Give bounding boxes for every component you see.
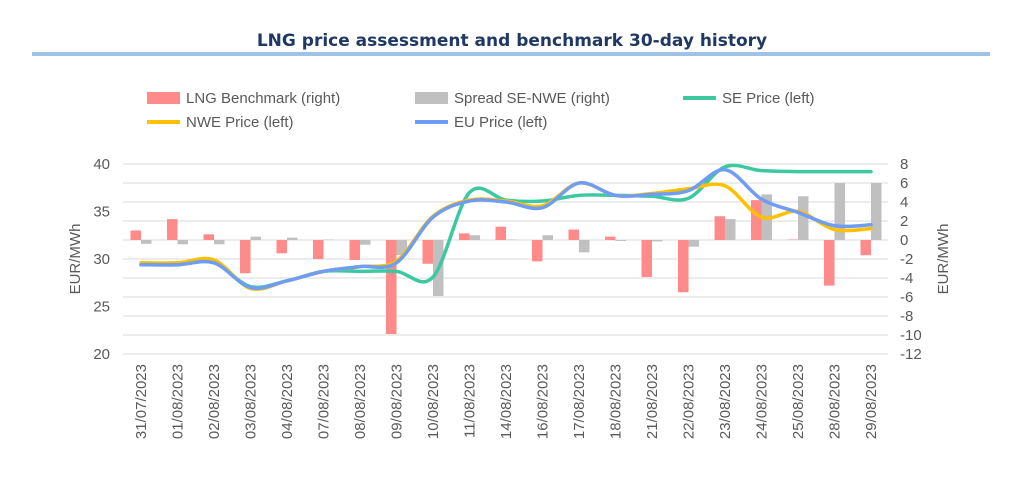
spread-bar bbox=[652, 240, 663, 242]
x-axis-ticks: 31/07/2023 01/08/2023 02/08/2023 03/08/2023… bbox=[133, 364, 880, 439]
benchmark-bar bbox=[751, 200, 762, 240]
benchmark-bar bbox=[313, 240, 324, 259]
x-tick-label: 31/07/2023 bbox=[133, 364, 150, 439]
right-tick-label: 2 bbox=[900, 213, 908, 230]
left-tick-label: 35 bbox=[93, 204, 110, 221]
benchmark-bar bbox=[605, 236, 616, 240]
x-tick-label: 04/08/2023 bbox=[279, 364, 296, 439]
spread-bar bbox=[615, 240, 626, 241]
spread-bar bbox=[725, 219, 736, 240]
benchmark-bar bbox=[386, 240, 397, 335]
spread-bar bbox=[579, 240, 590, 253]
x-tick-label: 28/08/2023 bbox=[827, 364, 844, 439]
benchmark-bar bbox=[641, 240, 652, 278]
x-tick-label: 11/08/2023 bbox=[462, 364, 479, 438]
spread-bar bbox=[798, 196, 809, 240]
title-rule bbox=[32, 52, 990, 56]
x-tick-label: 24/08/2023 bbox=[754, 364, 771, 439]
spread-bar bbox=[250, 236, 261, 240]
benchmark-bar bbox=[568, 229, 579, 240]
left-tick-label: 25 bbox=[93, 299, 110, 316]
right-tick-label: 0 bbox=[900, 232, 908, 249]
left-tick-label: 20 bbox=[93, 346, 110, 363]
benchmark-bar bbox=[495, 226, 506, 240]
x-tick-label: 14/08/2023 bbox=[498, 364, 515, 439]
x-tick-label: 03/08/2023 bbox=[243, 364, 260, 439]
right-tick-label: -8 bbox=[900, 308, 913, 325]
legend-label: Spread SE-NWE (right) bbox=[454, 90, 610, 107]
spread-bar bbox=[542, 235, 553, 240]
x-tick-label: 29/08/2023 bbox=[863, 364, 880, 439]
legend-swatch bbox=[147, 92, 180, 104]
left-tick-label: 30 bbox=[93, 251, 110, 268]
right-axis-label: EUR/MWh bbox=[935, 224, 952, 295]
x-tick-label: 18/08/2023 bbox=[608, 364, 625, 439]
right-tick-label: 4 bbox=[900, 194, 908, 211]
spread-bar bbox=[141, 240, 152, 244]
x-tick-label: 21/08/2023 bbox=[644, 364, 661, 439]
benchmark-bar bbox=[714, 216, 725, 240]
bars bbox=[130, 183, 882, 335]
benchmark-bar bbox=[130, 230, 141, 240]
benchmark-bar bbox=[860, 240, 871, 256]
right-tick-label: -4 bbox=[900, 270, 913, 287]
benchmark-bar bbox=[459, 233, 470, 240]
legend-label: NWE Price (left) bbox=[186, 114, 294, 131]
spread-bar bbox=[177, 240, 188, 245]
x-tick-label: 07/08/2023 bbox=[316, 364, 333, 439]
right-tick-label: 6 bbox=[900, 175, 908, 192]
benchmark-bar bbox=[824, 240, 835, 286]
legend-label: LNG Benchmark (right) bbox=[186, 90, 340, 107]
x-tick-label: 22/08/2023 bbox=[681, 364, 698, 439]
benchmark-bar bbox=[240, 240, 251, 274]
spread-bar bbox=[396, 240, 407, 256]
spread-bar bbox=[688, 240, 699, 247]
x-tick-label: 01/08/2023 bbox=[170, 364, 187, 439]
legend-label: EU Price (left) bbox=[454, 114, 547, 131]
legend-label: SE Price (left) bbox=[722, 90, 815, 107]
benchmark-bar bbox=[422, 240, 433, 264]
legend-swatch bbox=[415, 92, 448, 104]
left-axis-label: EUR/MWh bbox=[67, 224, 84, 295]
chart-title: LNG price assessment and benchmark 30-da… bbox=[257, 31, 767, 51]
eu-price-line bbox=[139, 167, 873, 290]
right-tick-label: -6 bbox=[900, 289, 913, 306]
benchmark-bar bbox=[532, 240, 543, 262]
benchmark-bar bbox=[167, 219, 178, 240]
benchmark-bar bbox=[349, 240, 360, 260]
right-tick-label: 8 bbox=[900, 156, 908, 173]
x-tick-label: 02/08/2023 bbox=[206, 364, 223, 439]
right-tick-label: -12 bbox=[900, 346, 922, 363]
x-tick-label: 17/08/2023 bbox=[571, 364, 588, 439]
x-tick-label: 25/08/2023 bbox=[790, 364, 807, 439]
right-axis-ticks: -12 -10 -8 -6 -4 -2 0 2 4 6 8 bbox=[900, 156, 922, 363]
legend: LNG Benchmark (right) Spread SE-NWE (righ… bbox=[147, 90, 815, 131]
spread-bar bbox=[871, 183, 882, 240]
x-tick-label: 16/08/2023 bbox=[535, 364, 552, 439]
spread-bar bbox=[834, 183, 845, 240]
left-tick-label: 40 bbox=[93, 156, 110, 173]
spread-bar bbox=[214, 240, 225, 245]
right-tick-label: -2 bbox=[900, 251, 913, 268]
x-tick-label: 09/08/2023 bbox=[389, 364, 406, 439]
gridlines bbox=[123, 163, 888, 355]
spread-bar bbox=[360, 240, 371, 245]
spread-bar bbox=[287, 237, 298, 240]
lines bbox=[139, 163, 873, 291]
spread-bar bbox=[323, 239, 334, 241]
x-tick-label: 08/08/2023 bbox=[352, 364, 369, 439]
x-tick-label: 23/08/2023 bbox=[717, 364, 734, 439]
benchmark-bar bbox=[203, 234, 214, 240]
benchmark-bar bbox=[787, 239, 798, 241]
spread-bar bbox=[469, 235, 480, 240]
benchmark-bar bbox=[678, 240, 689, 293]
benchmark-bar bbox=[276, 240, 287, 254]
right-tick-label: -10 bbox=[900, 327, 922, 344]
x-tick-label: 10/08/2023 bbox=[425, 364, 442, 439]
spread-bar bbox=[506, 239, 517, 241]
left-axis-ticks: 20 25 30 35 40 bbox=[93, 156, 110, 363]
